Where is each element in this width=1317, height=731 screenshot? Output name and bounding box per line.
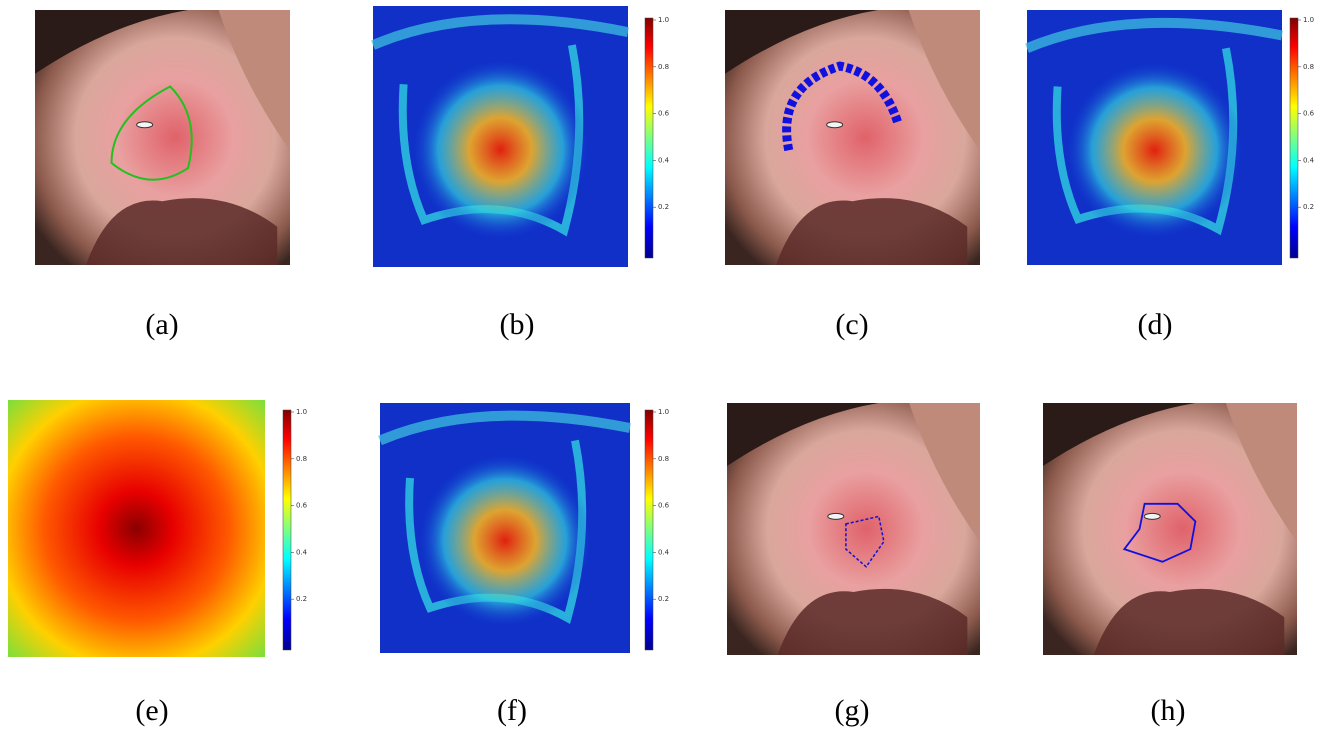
- colorbar-tick-label: 0.2: [1303, 203, 1314, 211]
- panel-label: (e): [135, 694, 168, 727]
- panel-label: (g): [835, 694, 870, 727]
- prior-map: [8, 400, 265, 657]
- colorbar-tick-label: 0.6: [658, 110, 670, 118]
- colorbar-tick-label: 0.6: [296, 502, 308, 510]
- colorbar-tick-label: 0.8: [1303, 63, 1314, 71]
- heat-center: [1027, 10, 1282, 265]
- colorbar-tick-label: 0.4: [1303, 156, 1315, 164]
- panel: 1.0 0.8 0.6 0.4 0.2 (d): [1027, 10, 1315, 341]
- panel: 1.0 0.8 0.6 0.4 0.2 (f): [380, 403, 670, 727]
- colorbar: [283, 410, 291, 650]
- colorbar-tick-label: 0.4: [296, 548, 308, 556]
- colorbar-tick-label: 0.2: [658, 595, 669, 603]
- os: [137, 122, 153, 128]
- colorbar-tick-label: 1.0: [1303, 16, 1314, 24]
- colorbar-tick-label: 0.8: [658, 63, 669, 71]
- colorbar-tick-label: 1.0: [658, 16, 669, 24]
- colorbar-tick-label: 0.6: [1303, 110, 1315, 118]
- colorbar-tick-label: 0.8: [296, 455, 307, 463]
- panel-label: (h): [1151, 694, 1186, 727]
- colorbar: [645, 18, 653, 258]
- heat-center: [380, 403, 630, 653]
- os: [828, 513, 844, 519]
- panel: (c): [725, 10, 980, 341]
- panel-label: (c): [835, 308, 868, 341]
- heat-center: [373, 6, 628, 267]
- colorbar: [1290, 18, 1298, 258]
- panel: (g): [727, 403, 980, 727]
- os: [827, 122, 843, 128]
- panel-label: (f): [497, 694, 527, 727]
- colorbar: [645, 410, 653, 650]
- panel-label: (d): [1138, 308, 1173, 341]
- panel-label: (b): [500, 308, 535, 341]
- colorbar-tick-label: 0.2: [296, 595, 307, 603]
- colorbar-tick-label: 0.8: [658, 455, 669, 463]
- colorbar-tick-label: 0.4: [658, 548, 670, 556]
- colorbar-tick-label: 0.2: [658, 203, 669, 211]
- figure: (a) 1.0 0.8 0.6 0.4 0.2 (b) (c) 1.0 0.8 0.6 0.4 0.2 (…: [0, 0, 1317, 731]
- colorbar-tick-label: 1.0: [296, 408, 307, 416]
- panel: (a): [35, 10, 290, 341]
- panel: (h): [1043, 403, 1297, 727]
- colorbar-tick-label: 0.4: [658, 156, 670, 164]
- panel: 1.0 0.8 0.6 0.4 0.2 (e): [8, 400, 308, 727]
- os: [1144, 513, 1160, 519]
- panel-label: (a): [145, 308, 178, 341]
- colorbar-tick-label: 0.6: [658, 502, 670, 510]
- panel: 1.0 0.8 0.6 0.4 0.2 (b): [373, 6, 670, 341]
- colorbar-tick-label: 1.0: [658, 408, 669, 416]
